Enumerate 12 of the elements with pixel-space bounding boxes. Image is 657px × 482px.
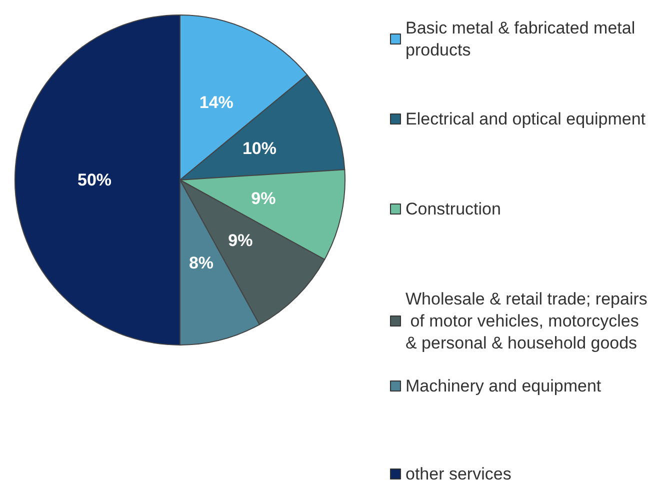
legend-label: Electrical and optical equipment — [406, 110, 646, 128]
data-label: 14% — [199, 93, 234, 112]
legend-label: Wholesale & retail trade; repairs of motor vehicles, motorcycles & personal & household goods — [406, 290, 648, 352]
data-label: 10% — [242, 139, 277, 158]
legend-label: Machinery and equipment — [406, 376, 602, 396]
data-label: 8% — [188, 253, 214, 272]
data-label: 9% — [228, 230, 253, 250]
legend-label: Basic metal & fabricated metal products — [406, 18, 640, 60]
legend-label: other services — [406, 464, 512, 482]
data-label: 50% — [77, 170, 112, 190]
data-label: 9% — [251, 189, 276, 208]
legend-label: Construction — [406, 200, 501, 218]
